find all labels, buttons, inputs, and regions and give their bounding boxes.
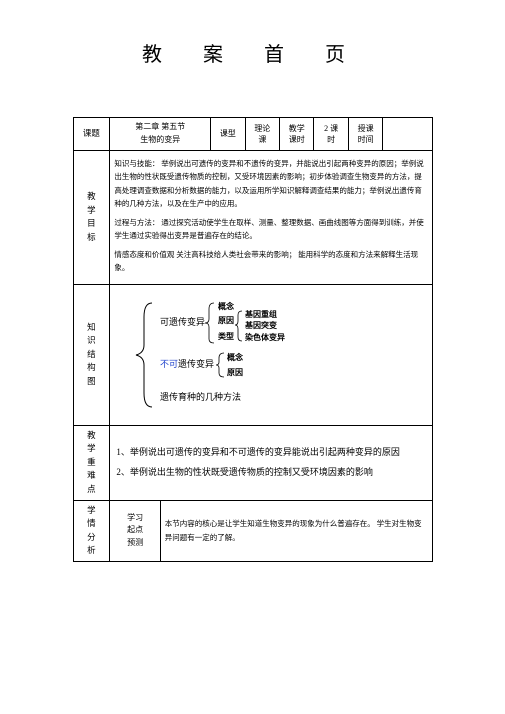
structure-label: 知识结构图 <box>73 284 110 425</box>
node-reason2: 原因 <box>227 368 243 377</box>
node-reason1: 原因 <box>218 316 234 325</box>
node-type1: 基因重组 <box>244 309 277 319</box>
node-concept2: 概念 <box>227 352 243 362</box>
analysis-label: 学情分析 <box>73 500 110 561</box>
node-concept1: 概念 <box>218 301 234 311</box>
type-value: 理论课 <box>245 118 279 151</box>
analysis-content: 本节内容的核心是让学生知道生物变异的现象为什么普遍存在。 学生对生物变异问题有一… <box>160 500 432 561</box>
node-type2: 基因突变 <box>244 320 277 330</box>
keypoint-2: 2、举例说出生物的性状既受遗传物质的控制又受环境因素的影响 <box>116 463 425 483</box>
date-value <box>383 118 432 151</box>
goals-p3: 情感态度和价值观 关注高科技给人类社会带来的影响； 能用科学的态度和方法来解释生… <box>114 248 427 275</box>
goals-p2: 过程与方法： 通过探究活动使学生在取样、测量、整理数据、画曲线图等方面得到训练，… <box>114 216 427 243</box>
diagram-svg: 可遗传变异 概念 原因 类型 基因重组 基因突变 染色体变异 不可遗传变异 概念… <box>114 295 434 415</box>
hours-value: 2 课时 <box>314 118 348 151</box>
hours-label: 教学课时 <box>280 118 314 151</box>
node-breeding: 遗传育种的几种方法 <box>160 391 241 402</box>
topic-value: 第二章 第五节 生物的变异 <box>110 118 211 151</box>
lesson-plan-table: 课题 第二章 第五节 生物的变异 课型 理论课 教学课时 2 课时 授课时间 教… <box>73 117 433 562</box>
page-title: 教 案 首 页 <box>0 0 505 87</box>
topic-label: 课题 <box>73 118 110 151</box>
type-label: 课型 <box>211 118 245 151</box>
keypoints-label: 教学重难点 <box>73 425 110 500</box>
date-label: 授课时间 <box>348 118 382 151</box>
keypoint-1: 1、举例说出可遗传的变异和不可遗传的变异能说出引起两种变异的原因 <box>116 443 425 463</box>
goals-label: 教学目标 <box>73 150 110 284</box>
structure-diagram: 可遗传变异 概念 原因 类型 基因重组 基因突变 染色体变异 不可遗传变异 概念… <box>110 284 432 425</box>
node-heritable: 可遗传变异 <box>160 316 205 327</box>
goals-content: 知识与技能： 举例说出可遗传的变异和不遗传的变异，并能说出引起两种变异的原因；举… <box>110 150 432 284</box>
node-nonheritable: 不可遗传变异 <box>160 358 214 369</box>
node-type: 类型 <box>218 331 234 341</box>
node-type3: 染色体变异 <box>244 332 285 342</box>
keypoints-content: 1、举例说出可遗传的变异和不可遗传的变异能说出引起两种变异的原因 2、举例说出生… <box>110 425 432 500</box>
goals-p1: 知识与技能： 举例说出可遗传的变异和不遗传的变异，并能说出引起两种变异的原因；举… <box>114 157 427 211</box>
analysis-sub-label: 学习起点预测 <box>110 500 160 561</box>
